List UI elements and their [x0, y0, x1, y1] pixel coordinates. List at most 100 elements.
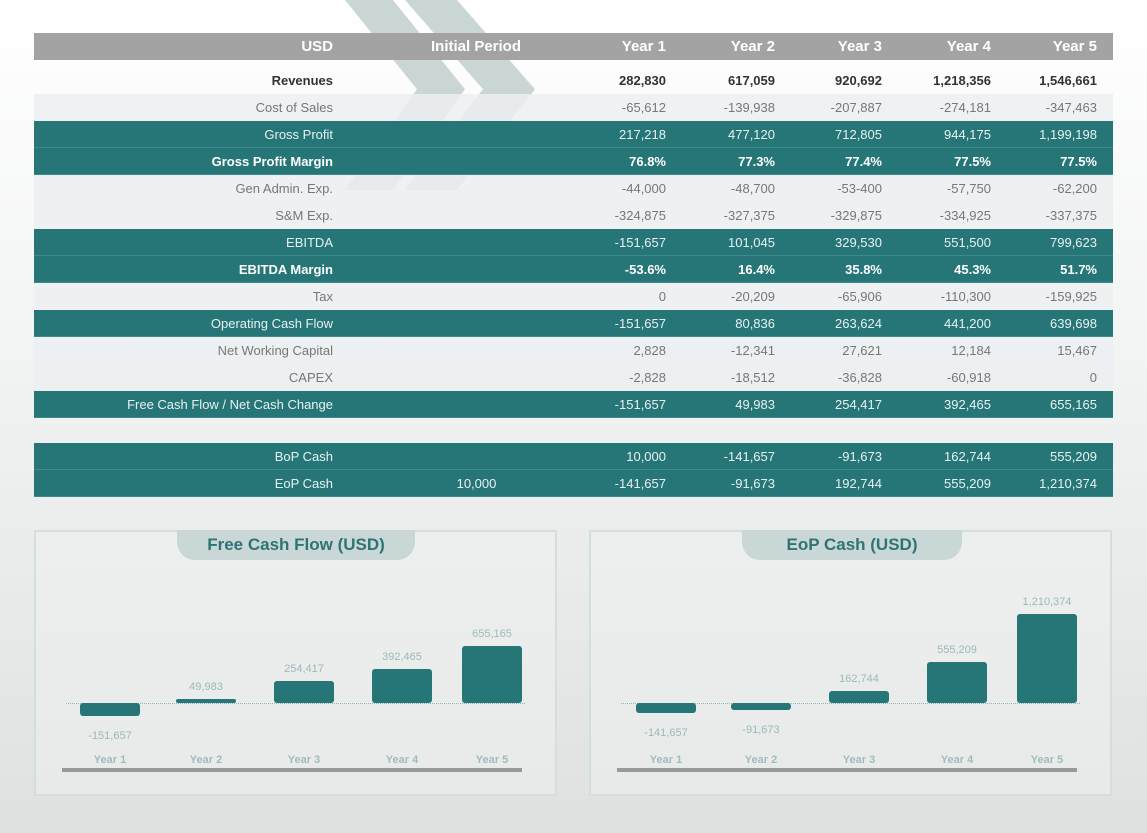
cell-value: 15,467 — [1057, 343, 1097, 358]
cell-value: 2,828 — [633, 343, 666, 358]
cell-value: -36,828 — [837, 370, 882, 385]
header-usd: USD — [301, 38, 333, 55]
data-label: 392,465 — [382, 650, 422, 663]
cell-value: -337,375 — [1045, 208, 1097, 223]
cell-value: -274,181 — [939, 100, 991, 115]
row-label: EoP Cash — [274, 476, 333, 491]
cell-value: -110,300 — [940, 289, 991, 304]
cell-value: 12,184 — [951, 343, 991, 358]
cell-value: 944,175 — [944, 127, 991, 142]
cell-value: 51.7% — [1060, 262, 1097, 277]
cell-value: -12,341 — [730, 343, 775, 358]
header-year: Year 1 — [621, 38, 666, 55]
cell-value: -53.6% — [624, 262, 666, 277]
cell-value: 282,830 — [619, 73, 666, 88]
cell-value: -65,906 — [837, 289, 882, 304]
initial-period-value: 10,000 — [456, 476, 497, 491]
cell-value: 80,836 — [735, 316, 775, 331]
header-initial-period: Initial Period — [430, 38, 521, 55]
cell-value: 263,624 — [835, 316, 882, 331]
row-label: Revenues — [271, 73, 333, 88]
chart-bar — [927, 662, 987, 703]
row-label: Cost of Sales — [255, 100, 333, 115]
table-row: EBITDA Margin -53.6% 16.4% 35.8% 45.3% 51.7% — [34, 256, 1113, 283]
cell-value: 10,000 — [626, 449, 666, 464]
chart-bar — [829, 691, 889, 703]
x-tick-label: Year 1 — [649, 754, 683, 766]
table-row: CAPEX -2,828 -18,512 -36,828 -60,918 0 — [34, 364, 1113, 391]
cell-value: 799,623 — [1050, 235, 1097, 250]
data-label: -141,657 — [644, 727, 688, 740]
table-row: Net Working Capital 2,828 -12,341 27,621 12,… — [34, 337, 1113, 364]
category-axis — [617, 768, 1077, 772]
cell-value: 329,530 — [835, 235, 882, 250]
x-tick-label: Year 1 — [93, 754, 127, 766]
cell-value: 639,698 — [1050, 316, 1097, 331]
cell-value: -20,209 — [730, 289, 775, 304]
cell-value: 1,199,198 — [1039, 127, 1097, 142]
cell-value: 76.8% — [629, 154, 666, 169]
zero-baseline — [621, 703, 1080, 704]
cell-value: 101,045 — [728, 235, 775, 250]
header-year: Year 5 — [1052, 38, 1097, 55]
cell-value: 655,165 — [1050, 397, 1097, 412]
chart-bar — [274, 680, 334, 703]
header-year: Year 3 — [837, 38, 882, 55]
cell-value: -207,887 — [830, 100, 882, 115]
cell-value: -65,612 — [621, 100, 666, 115]
x-tick-label: Year 5 — [475, 754, 509, 766]
row-label: Gross Profit — [264, 127, 333, 142]
x-tick-label: Year 4 — [940, 754, 974, 766]
cell-value: 551,500 — [944, 235, 991, 250]
cell-value: 77.3% — [738, 154, 775, 169]
cell-value: 1,546,661 — [1039, 73, 1097, 88]
table-row: Gross Profit Margin 76.8% 77.3% 77.4% 77.5% 7… — [34, 148, 1113, 175]
cell-value: -151,657 — [614, 316, 666, 331]
header-year: Year 2 — [730, 38, 775, 55]
cell-value: 45.3% — [954, 262, 991, 277]
zero-baseline — [66, 703, 525, 704]
cell-value: -159,925 — [1045, 289, 1097, 304]
table-row: Gen Admin. Exp. -44,000 -48,700 -53-400 -57,… — [34, 175, 1113, 202]
cell-value: -62,200 — [1052, 181, 1097, 196]
cell-value: 392,465 — [944, 397, 991, 412]
cell-value: -334,925 — [939, 208, 991, 223]
cell-value: -48,700 — [730, 181, 775, 196]
cell-value: 0 — [658, 289, 666, 304]
table-row: Operating Cash Flow -151,657 80,836 263,624… — [34, 310, 1113, 337]
cell-value: -44,000 — [621, 181, 666, 196]
cell-value: -18,512 — [730, 370, 775, 385]
cell-value: 77.5% — [954, 154, 991, 169]
table-row: Free Cash Flow / Net Cash Change -151,657… — [34, 391, 1113, 418]
data-label: 162,744 — [839, 673, 879, 686]
data-label: 254,417 — [284, 662, 324, 675]
row-label: EBITDA Margin — [238, 262, 333, 277]
row-label: Tax — [312, 289, 333, 304]
table-row: Cost of Sales -65,612 -139,938 -207,887 -274… — [34, 94, 1113, 121]
cell-value: 217,218 — [619, 127, 666, 142]
cell-value: -151,657 — [614, 397, 666, 412]
row-label: Free Cash Flow / Net Cash Change — [127, 397, 333, 412]
row-label: CAPEX — [288, 370, 333, 385]
chart-title: Free Cash Flow (USD) — [177, 530, 415, 560]
data-label: -151,657 — [88, 730, 132, 743]
cell-value: 555,209 — [1050, 449, 1097, 464]
eop-cash-chart: EoP Cash (USD) -141,657 Year 1 -91,673 Year… — [589, 530, 1112, 796]
chart-title: EoP Cash (USD) — [742, 530, 962, 560]
financial-table: USD Initial Period Year 1 Year 2 Year 3 … — [34, 33, 1113, 497]
cell-value: -324,875 — [614, 208, 666, 223]
data-label: 1,210,374 — [1022, 596, 1072, 608]
table-row: Gross Profit 217,218 477,120 712,805 944,175… — [34, 121, 1113, 148]
row-label: S&M Exp. — [275, 208, 333, 223]
cell-value: 555,209 — [944, 476, 991, 491]
x-tick-label: Year 3 — [287, 754, 321, 766]
cell-value: 162,744 — [944, 449, 991, 464]
cell-value: 441,200 — [944, 316, 991, 331]
table-row: EBITDA -151,657 101,045 329,530 551,500 799,6… — [34, 229, 1113, 256]
free-cash-flow-chart: Free Cash Flow (USD) -151,657 Year 1 49,98… — [34, 530, 557, 796]
cell-value: -53-400 — [837, 181, 882, 196]
cell-value: -60,918 — [946, 370, 991, 385]
cell-value: 254,417 — [835, 397, 882, 412]
row-label: Net Working Capital — [217, 343, 333, 358]
cell-value: 27,621 — [842, 343, 882, 358]
